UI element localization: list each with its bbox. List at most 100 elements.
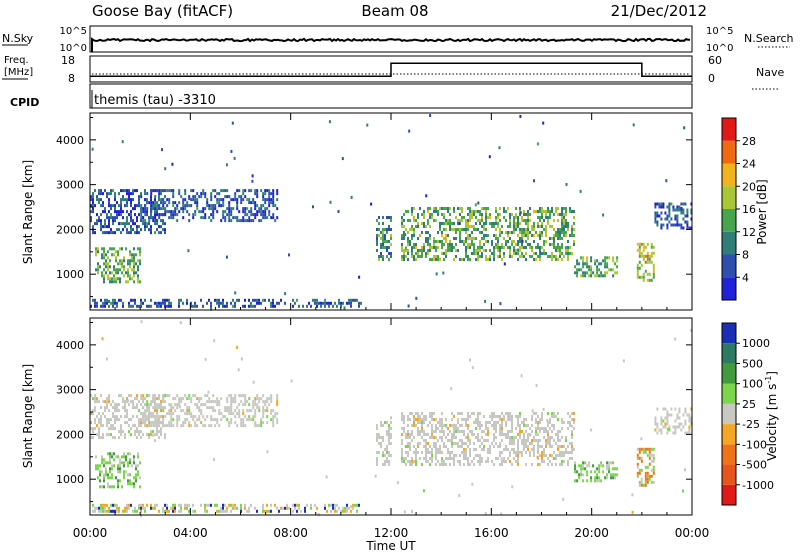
echo-cell	[131, 268, 133, 272]
echo-cell	[270, 418, 273, 422]
echo-cell	[469, 216, 471, 219]
echo-cell	[481, 246, 483, 249]
echo-cell	[276, 403, 279, 407]
echo-cell	[549, 418, 551, 421]
echo-cell	[174, 506, 176, 510]
echo-cell	[150, 415, 153, 419]
echo-cell	[477, 258, 479, 261]
echo-cell	[92, 225, 94, 229]
echo-cell	[551, 258, 553, 261]
echo-cell	[218, 198, 221, 202]
echo-cell	[148, 424, 151, 428]
echo-cell	[425, 457, 427, 460]
echo-cell	[264, 403, 267, 407]
echo-cell	[216, 198, 219, 202]
echo-cell	[118, 506, 120, 510]
echo-cell	[114, 207, 116, 211]
echo-cell	[380, 442, 382, 445]
echo-cell	[90, 427, 92, 431]
echo-cell	[459, 439, 461, 442]
echo-cell	[174, 409, 177, 413]
echo-cell	[648, 278, 651, 282]
echo-cell	[551, 436, 553, 439]
echo-cell	[555, 433, 557, 436]
echo-cell	[236, 204, 239, 208]
echo-cell	[666, 410, 669, 414]
echo-cell	[471, 482, 474, 486]
echo-cell	[469, 463, 471, 466]
echo-cell	[561, 436, 563, 439]
echo-cell	[117, 482, 119, 486]
echo-cell	[162, 509, 164, 513]
echo-cell	[168, 298, 170, 302]
echo-cell	[182, 198, 185, 202]
echo-cell	[417, 430, 419, 433]
echo-cell	[168, 301, 170, 305]
echo-cell	[386, 421, 388, 424]
echo-cell	[382, 240, 384, 243]
echo-cell	[252, 198, 255, 202]
echo-cell	[158, 304, 160, 308]
echo-cell	[411, 237, 413, 240]
echo-cell	[557, 436, 559, 439]
echo-cell	[459, 228, 461, 231]
echo-cell	[664, 425, 667, 429]
echo-cell	[644, 477, 647, 481]
echo-cell	[233, 156, 236, 160]
echo-cell	[507, 234, 509, 237]
echo-cell	[246, 213, 249, 217]
echo-cell	[106, 509, 108, 513]
echo-cell	[507, 231, 509, 234]
echo-cell	[338, 506, 340, 510]
echo-cell	[590, 268, 593, 272]
nsky-tick-top: 10^5	[60, 26, 87, 37]
echo-cell	[471, 430, 473, 433]
echo-cell	[523, 213, 525, 216]
echo-cell	[135, 262, 137, 266]
echo-cell	[493, 433, 495, 436]
echo-cell	[136, 415, 138, 419]
echo-cell	[658, 214, 661, 218]
echo-cell	[525, 424, 527, 427]
echo-cell	[320, 301, 322, 305]
echo-cell	[212, 418, 215, 422]
echo-cell	[565, 231, 567, 234]
echo-cell	[212, 204, 215, 208]
echo-cell	[142, 506, 144, 510]
echo-cell	[555, 234, 557, 237]
echo-cell	[114, 192, 116, 196]
echo-cell	[600, 262, 603, 266]
echo-cell	[682, 208, 685, 212]
echo-cell	[119, 470, 121, 474]
echo-cell	[415, 225, 417, 228]
echo-cell	[140, 503, 142, 507]
echo-cell	[547, 442, 549, 445]
echo-cell	[127, 271, 129, 275]
echo-cell	[547, 222, 549, 225]
echo-cell	[449, 222, 451, 225]
echo-cell	[156, 201, 159, 205]
echo-cell	[244, 189, 247, 193]
echo-cell	[270, 304, 272, 308]
echo-cell	[126, 400, 128, 404]
echo-cell	[122, 430, 124, 434]
echo-cell	[148, 216, 150, 220]
echo-cell	[467, 457, 469, 460]
echo-cell	[565, 252, 567, 255]
echo-cell	[103, 253, 105, 257]
echo-cell	[499, 219, 501, 222]
echo-cell	[144, 198, 146, 202]
echo-cell	[98, 412, 100, 416]
echo-cell	[124, 198, 126, 202]
echo-cell	[580, 268, 583, 272]
echo-cell	[172, 204, 175, 208]
echo-cell	[108, 201, 110, 205]
echo-cell	[525, 430, 527, 433]
echo-cell	[484, 512, 487, 515]
echo-cell	[144, 424, 147, 428]
y-tick-label: 2000	[56, 223, 84, 236]
echo-cell	[541, 415, 543, 418]
echo-cell	[358, 275, 361, 279]
echo-cell	[527, 448, 529, 451]
echo-cell	[505, 240, 507, 243]
